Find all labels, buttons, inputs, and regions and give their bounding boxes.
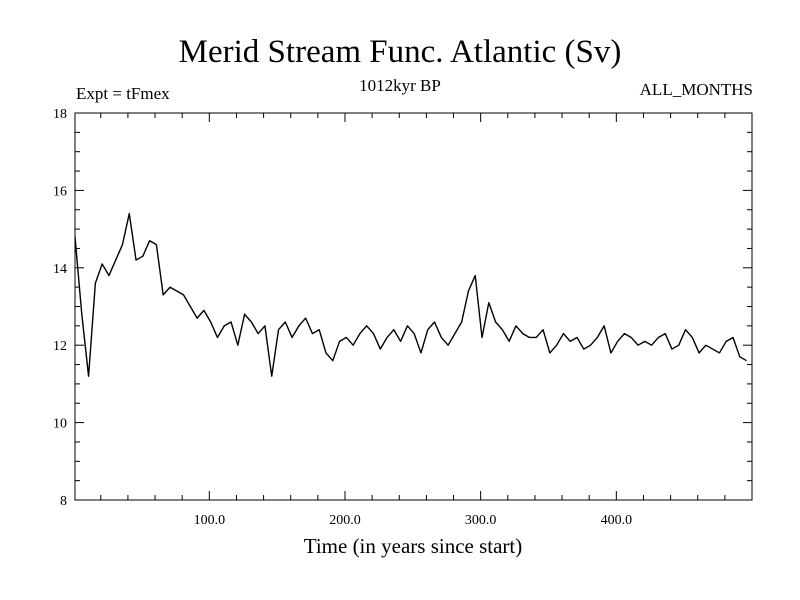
plot-frame <box>74 112 753 501</box>
y-tick-label: 10 <box>53 417 67 432</box>
x-tick-label: 300.0 <box>465 513 497 528</box>
x-tick-label: 100.0 <box>194 513 226 528</box>
y-tick-label: 18 <box>53 107 67 122</box>
x-axis-label: Time (in years since start) <box>303 534 523 558</box>
y-tick-label: 8 <box>60 494 67 509</box>
y-tick-label: 16 <box>53 184 67 199</box>
x-tick-label: 400.0 <box>601 513 633 528</box>
chart-subtitle: 1012kyr BP <box>359 76 441 95</box>
y-tick-label: 14 <box>53 262 67 277</box>
months-label: ALL_MONTHS <box>639 80 753 99</box>
axis-ticks <box>75 112 752 501</box>
experiment-label: Expt = tFmex <box>76 84 170 103</box>
chart-title: Merid Stream Func. Atlantic (Sv) <box>178 34 622 70</box>
x-tick-label: 200.0 <box>329 513 361 528</box>
y-tick-label: 12 <box>53 339 67 354</box>
series-line <box>74 212 747 377</box>
axis-tick-labels: 8 10 12 14 16 18 100.0 200.0 300.0 400.0 <box>53 107 632 528</box>
